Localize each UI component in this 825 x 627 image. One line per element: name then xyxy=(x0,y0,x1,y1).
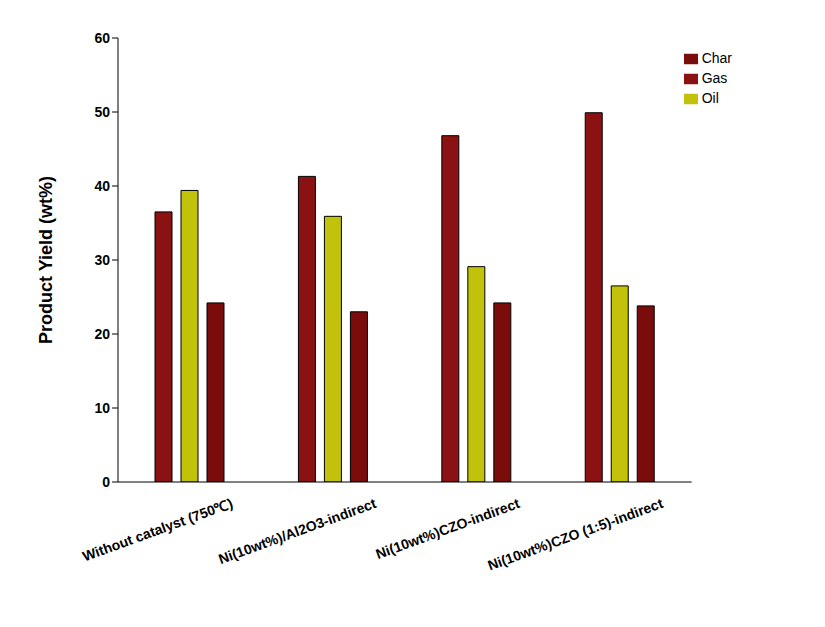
html-text:Char: Char xyxy=(701,50,732,66)
svg-text:Ni(10wt%)CZO (1:5)-indirect: Ni(10wt%)CZO (1:5)-indirect xyxy=(486,495,666,573)
svg-text:Product Yield (wt%): Product Yield (wt%) xyxy=(36,176,56,344)
svg-text:60: 60 xyxy=(94,30,110,46)
html-text:Oil: Oil xyxy=(701,90,719,106)
svg-text:50: 50 xyxy=(94,104,110,120)
svg-text:20: 20 xyxy=(94,326,110,342)
svg-text:Ni(10wt%)/Al2O3-indirect: Ni(10wt%)/Al2O3-indirect xyxy=(216,495,378,567)
svg-text:0: 0 xyxy=(102,474,110,490)
svg-text:Without catalyst (750℃): Without catalyst (750℃) xyxy=(80,495,234,564)
svg-text:10: 10 xyxy=(94,400,110,416)
svg-text:Ni(10wt%)CZO-indirect: Ni(10wt%)CZO-indirect xyxy=(374,495,522,562)
html-text:Gas: Gas xyxy=(701,70,728,86)
svg-text:40: 40 xyxy=(94,178,110,194)
svg-text:30: 30 xyxy=(94,252,110,268)
